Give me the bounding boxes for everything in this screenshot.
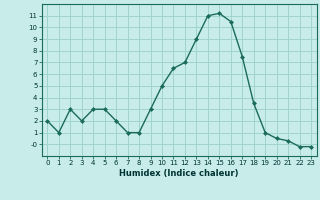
X-axis label: Humidex (Indice chaleur): Humidex (Indice chaleur) [119, 169, 239, 178]
